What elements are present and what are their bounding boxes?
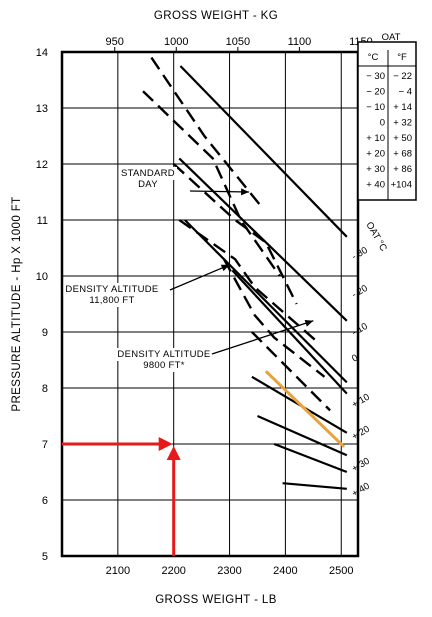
oat-axis-label: OAT °C [363,220,389,253]
oat-line-label: + 20 [350,424,372,443]
oat-table-title: OAT [382,32,401,43]
top-axis-title: GROSS WEIGHT - KG [154,10,278,22]
oat-line-label: - 20 [350,283,370,301]
bottom-axis-title: GROSS WEIGHT - LB [155,594,277,606]
oat-table-cell-c: 0 [380,118,385,129]
oat-line [273,442,348,474]
oat-table-cell-f: + 68 [393,149,412,160]
oat-table-cell-f: + 14 [393,102,412,113]
oat-table-cell-f: + 32 [393,118,412,129]
top-tick-label: 1050 [226,36,250,48]
annotation-label: DENSITY ALTITUDE [65,284,158,295]
annotation-arrowhead [241,188,250,196]
annotation-label: 11,800 FT [89,295,134,306]
oat-line [231,269,348,395]
left-axis-title: PRESSURE ALTITUDE - Hp X 1000 FT [11,196,23,411]
oat-table-cell-f: + 50 [393,133,412,144]
oat-table [357,41,417,201]
annotation-label: STANDARD [121,168,175,179]
oat-line [184,219,348,384]
highlight-line [264,370,346,448]
density-dash-line [142,90,281,277]
oat-line-label: + 40 [350,481,372,500]
annotation-bg [63,283,161,296]
oat-table-header: °C [368,52,379,63]
oat-table-header: °F [397,52,407,63]
oat-line [282,482,347,490]
density-dash-line [172,163,298,305]
oat-table-cell-f: − 4 [399,87,412,98]
oat-line-label: - 10 [350,321,370,339]
red-horizontal-arrowhead [158,437,173,451]
oat-table-cell-c: + 30 [366,164,385,175]
oat-line-label: + 10 [350,392,372,411]
annotation-arrow [211,320,314,355]
oat-table-cell-f: +104 [391,180,412,191]
oat-table-cell-c: − 30 [366,71,385,82]
annotation-arrow [169,264,230,291]
red-vertical-arrowhead [166,446,181,460]
oat-line-label: 0 [350,352,360,364]
oat-line [257,414,348,457]
left-tick-label: 11 [37,215,48,227]
annotation-bg [115,348,213,361]
annotation-arrowhead [304,319,314,327]
density-dash-line [222,258,326,378]
bottom-tick-label: 2400 [273,565,297,577]
bottom-tick-label: 2100 [106,565,130,577]
annotation-label: 9800 FT* [143,360,184,371]
oat-line [179,65,348,238]
top-tick-label: 1100 [288,36,312,48]
oat-table-cell-c: − 10 [366,102,385,113]
plot-frame [60,50,360,558]
bottom-tick-label: 2200 [161,565,185,577]
oat-line-label: + 30 [350,456,372,475]
annotation-label: DAY [138,179,158,190]
left-tick-label: 8 [42,383,48,395]
annotation-bg [136,178,161,191]
density-dash-line [251,331,331,412]
left-tick-label: 6 [42,495,48,507]
top-tick-label: 950 [106,36,124,48]
annotation-label: DENSITY ALTITUDE [117,349,210,360]
left-tick-label: 7 [42,439,48,451]
annotation-arrow [189,190,250,193]
oat-table-cell-c: + 20 [366,149,385,160]
left-tick-label: 14 [36,47,48,59]
annotation-bg [141,359,187,372]
oat-table-cell-c: − 20 [366,87,385,98]
oat-table-cell-f: − 22 [393,71,412,82]
top-tick-label: 1000 [164,36,188,48]
oat-table-cell-f: + 86 [393,164,412,175]
annotation-bg [119,167,177,180]
left-tick-label: 5 [42,551,48,563]
left-tick-label: 9 [42,327,48,339]
oat-table-cell-c: + 10 [366,133,385,144]
annotation-arrowhead [220,264,230,272]
density-dash-line [150,56,265,210]
density-dash-line [178,219,320,345]
left-tick-label: 13 [36,103,48,115]
annotation-bg [87,294,137,307]
bottom-tick-label: 2500 [329,565,353,577]
oat-line-label: - 30 [350,245,370,263]
bottom-tick-label: 2300 [217,565,241,577]
left-tick-label: 10 [36,271,48,283]
left-tick-label: 12 [36,159,48,171]
oat-table-cell-c: + 40 [366,180,385,191]
